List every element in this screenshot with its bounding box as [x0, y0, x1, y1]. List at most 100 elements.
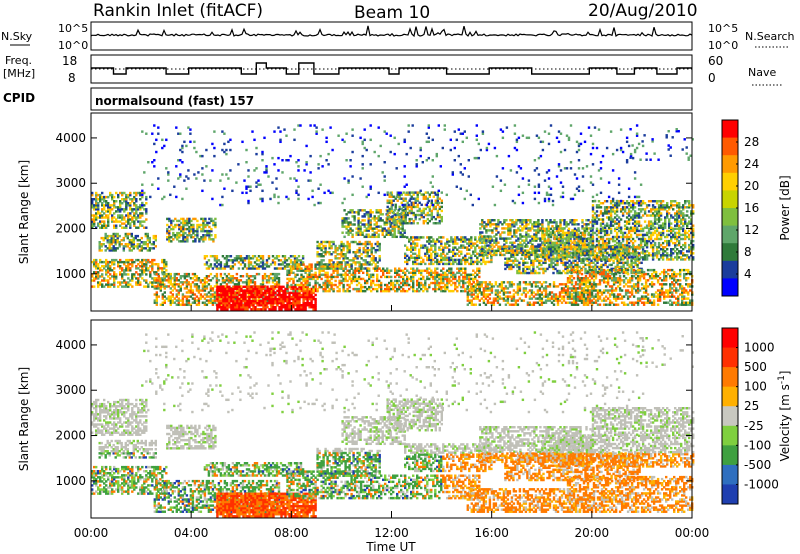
- heatmap-cell: [202, 236, 205, 239]
- heatmap-cell: [420, 287, 423, 291]
- heatmap-cell: [390, 275, 393, 279]
- heatmap-cell: [296, 287, 299, 291]
- heatmap-cell: [280, 289, 283, 293]
- heatmap-cell: [412, 281, 415, 285]
- heatmap-cell: [212, 219, 215, 223]
- heatmap-cell: [221, 279, 225, 282]
- heatmap-cell: [468, 248, 471, 251]
- heatmap-cell: [288, 295, 291, 299]
- heatmap-cell: [191, 291, 195, 294]
- heatmap-cell: [294, 301, 297, 305]
- heatmap-cell: [280, 293, 283, 297]
- heatmap-cell: [122, 245, 125, 248]
- heatmap-cell: [125, 208, 128, 211]
- heatmap-cell: [134, 245, 137, 248]
- heatmap-cell: [103, 265, 106, 268]
- heatmap-cell: [103, 277, 106, 280]
- heatmap-cell: [264, 308, 267, 311]
- heatmap-cell: [278, 301, 281, 305]
- heatmap-cell: [137, 263, 140, 266]
- heatmap-cell: [503, 253, 506, 257]
- heatmap-cell: [161, 267, 164, 270]
- heatmap-cell: [511, 219, 514, 222]
- heatmap-cell: [131, 208, 134, 211]
- heatmap-cell: [301, 255, 305, 258]
- heatmap-cell: [109, 265, 112, 268]
- heatmap-cell: [209, 272, 213, 276]
- heatmap-cell: [145, 212, 148, 215]
- heatmap-cell: [202, 229, 205, 233]
- heatmap-cell: [206, 229, 209, 233]
- heatmap-cell: [186, 238, 189, 241]
- heatmap-cell: [105, 204, 108, 207]
- heatmap-cell: [264, 293, 267, 297]
- heatmap-cell: [129, 267, 132, 270]
- heatmap-cell: [169, 297, 172, 300]
- heatmap-cell: [253, 255, 257, 258]
- heatmap-cell: [97, 216, 100, 219]
- heatmap-cell: [127, 202, 130, 205]
- heatmap-cell: [103, 204, 106, 207]
- heatmap-cell: [254, 291, 257, 295]
- heatmap-cell: [203, 301, 207, 304]
- heatmap-cell: [382, 271, 385, 275]
- heatmap-cell: [181, 303, 185, 306]
- heatmap-cell: [292, 299, 295, 303]
- heatmap-cell: [260, 285, 263, 289]
- heatmap-cell: [137, 191, 140, 195]
- heatmap-cell: [213, 285, 217, 288]
- heatmap-cell: [458, 275, 461, 279]
- heatmap-cell: [153, 258, 156, 262]
- heatmap-cell: [225, 263, 229, 266]
- heatmap-cell: [182, 221, 185, 225]
- heatmap-cell: [121, 202, 124, 205]
- heatmap-cell: [226, 295, 229, 299]
- heatmap-cell: [133, 195, 136, 199]
- heatmap-cell: [201, 283, 205, 286]
- heatmap-cell: [193, 297, 197, 300]
- heatmap-cell: [509, 237, 512, 240]
- heatmap-cell: [191, 281, 195, 284]
- heatmap-cell: [167, 279, 170, 282]
- heatmap-cell: [213, 299, 217, 302]
- heatmap-cell: [127, 267, 130, 270]
- heatmap-cell: [274, 297, 277, 301]
- heatmap-cell: [518, 261, 521, 265]
- heatmap-cell: [278, 293, 281, 297]
- heatmap-cell: [268, 289, 271, 293]
- heatmap-cell: [97, 224, 100, 227]
- heatmap-cell: [95, 260, 98, 264]
- heatmap-cell: [97, 275, 100, 278]
- heatmap-cell: [112, 249, 115, 252]
- heatmap-cell: [236, 297, 239, 301]
- heatmap-cell: [207, 283, 211, 286]
- heatmap-cell: [95, 206, 98, 209]
- heatmap-cell: [163, 267, 166, 270]
- heatmap-cell: [114, 239, 117, 242]
- heatmap-cell: [131, 273, 134, 276]
- heatmap-cell: [183, 277, 187, 280]
- heatmap-cell: [212, 240, 215, 243]
- heatmap-cell: [103, 212, 106, 215]
- heatmap-cell: [208, 217, 211, 221]
- heatmap-cell: [111, 283, 114, 286]
- heatmap-cell: [216, 293, 219, 297]
- heatmap-cell: [231, 279, 235, 282]
- heatmap-cell: [101, 260, 104, 264]
- heatmap-cell: [414, 271, 417, 275]
- heatmap-cell: [153, 299, 156, 302]
- heatmap-cell: [193, 299, 197, 302]
- heatmap-cell: [478, 275, 481, 279]
- heatmap-cell: [177, 297, 180, 300]
- heatmap-cell: [98, 245, 101, 248]
- heatmap-cell: [163, 277, 166, 280]
- heatmap-cell: [274, 308, 277, 311]
- heatmap-cell: [213, 295, 217, 298]
- heatmap-cell: [137, 214, 140, 217]
- heatmap-cell: [192, 227, 195, 231]
- heatmap-cell: [215, 277, 219, 280]
- heatmap-cell: [107, 285, 110, 288]
- heatmap-cell: [243, 263, 247, 266]
- heatmap-cell: [153, 272, 156, 276]
- heatmap-cell: [581, 219, 584, 222]
